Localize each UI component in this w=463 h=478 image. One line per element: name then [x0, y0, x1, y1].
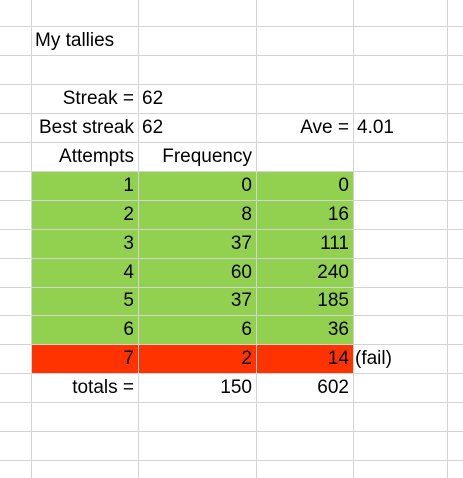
row-divider: [0, 84, 463, 85]
attempts-cell[interactable]: 1: [123, 175, 134, 196]
row-divider: [0, 373, 463, 374]
row-divider: [0, 431, 463, 432]
streak-label[interactable]: Streak =: [62, 88, 134, 109]
frequency-cell[interactable]: 60: [230, 262, 252, 283]
product-cell[interactable]: 111: [320, 233, 349, 254]
average-label[interactable]: Ave =: [300, 117, 349, 138]
column-divider: [353, 0, 354, 478]
sheet-title[interactable]: My tallies: [35, 30, 115, 51]
attempts-cell[interactable]: 6: [123, 319, 134, 340]
frequency-cell[interactable]: 37: [230, 233, 252, 254]
frequency-header[interactable]: Frequency: [162, 146, 252, 167]
row-divider: [0, 171, 463, 172]
frequency-cell[interactable]: 8: [241, 204, 252, 225]
attempts-cell[interactable]: 3: [123, 233, 134, 254]
row-divider: [0, 229, 463, 230]
product-cell[interactable]: 36: [327, 319, 349, 340]
product-cell[interactable]: 240: [317, 262, 349, 283]
row-divider: [0, 142, 463, 143]
row-divider: [0, 287, 463, 288]
frequency-cell[interactable]: 6: [241, 319, 252, 340]
column-divider: [447, 0, 448, 478]
product-cell[interactable]: 16: [327, 204, 349, 225]
row-divider: [0, 460, 463, 461]
frequency-cell[interactable]: 37: [230, 290, 252, 311]
attempts-cell[interactable]: 5: [123, 290, 134, 311]
column-divider: [256, 0, 257, 478]
average-value[interactable]: 4.01: [357, 117, 394, 138]
streak-value[interactable]: 62: [142, 88, 164, 109]
row-divider: [0, 258, 463, 259]
attempts-header[interactable]: Attempts: [59, 146, 134, 167]
row-divider: [0, 344, 463, 345]
totals-label[interactable]: totals =: [72, 377, 134, 398]
product-cell[interactable]: 185: [317, 290, 349, 311]
row-divider: [0, 113, 463, 114]
row-divider: [0, 315, 463, 316]
attempts-cell[interactable]: 2: [123, 204, 134, 225]
frequency-cell[interactable]: 0: [241, 175, 252, 196]
best-streak-value[interactable]: 62: [142, 117, 164, 138]
attempts-cell[interactable]: 4: [123, 262, 134, 283]
totals-product[interactable]: 602: [317, 377, 349, 398]
row-divider: [0, 402, 463, 403]
product-cell[interactable]: 0: [338, 175, 349, 196]
row-divider: [0, 26, 463, 27]
fail-row-fill: [31, 344, 353, 373]
frequency-cell[interactable]: 2: [241, 348, 252, 369]
column-divider: [31, 0, 32, 478]
best-streak-label[interactable]: Best streak: [38, 117, 134, 138]
row-divider: [0, 55, 463, 56]
row-divider: [0, 200, 463, 201]
totals-frequency[interactable]: 150: [220, 377, 252, 398]
column-divider: [138, 0, 139, 478]
attempts-cell[interactable]: 7: [123, 348, 134, 369]
product-cell[interactable]: 14: [327, 348, 349, 369]
fail-note[interactable]: (fail): [355, 348, 392, 369]
